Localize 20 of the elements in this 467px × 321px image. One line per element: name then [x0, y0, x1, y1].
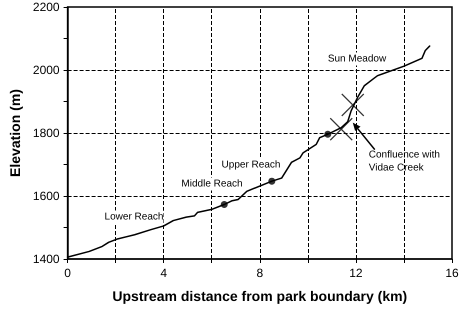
- point: [220, 201, 228, 208]
- y-tick-label: 1400: [32, 252, 60, 266]
- y-tick-label: 1800: [32, 126, 60, 140]
- x-axis-title: Upstream distance from park boundary (km): [112, 288, 408, 304]
- x-tick-label: 0: [64, 266, 72, 280]
- annotation: Middle Reach: [181, 178, 243, 190]
- y-axis-title: Elevation (m): [7, 89, 23, 177]
- x-tick-label: 4: [160, 266, 168, 280]
- point: [341, 93, 364, 117]
- x-tick-label: 12: [349, 266, 363, 280]
- annotation: Confluence with Vidae Creek: [368, 150, 440, 174]
- point: [268, 178, 276, 185]
- annotation: Sun Meadow: [328, 54, 387, 64]
- annotation: Upper Reach: [222, 160, 280, 170]
- x-tick-label: 16: [445, 266, 459, 280]
- y-tick-label: 1600: [32, 189, 60, 203]
- x-tick-label: 8: [256, 266, 264, 280]
- y-tick-label: 2200: [32, 0, 60, 14]
- y-tick-label: 2000: [32, 63, 60, 77]
- annotation: Lower Reach: [104, 212, 164, 222]
